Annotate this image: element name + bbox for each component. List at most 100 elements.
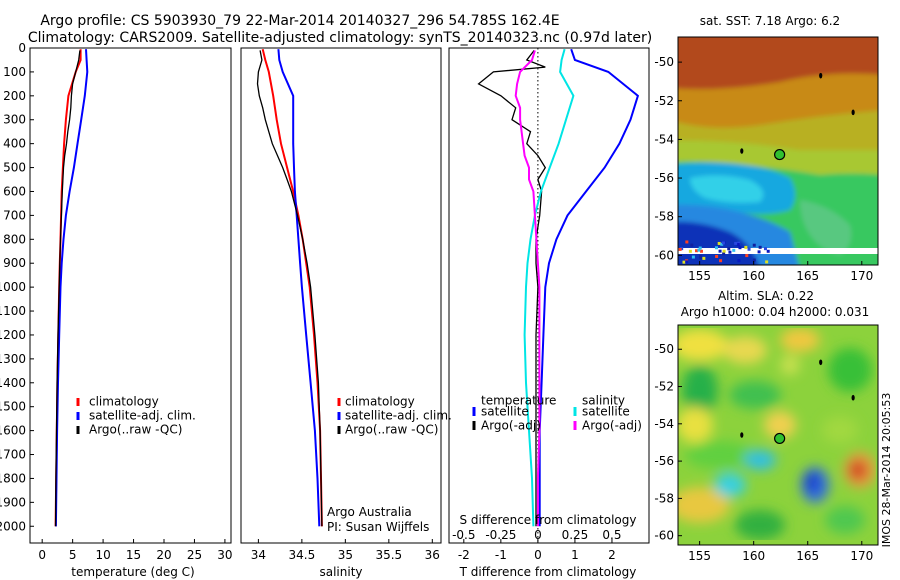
sla-map-frame bbox=[677, 324, 879, 546]
imos-timestamp: IMOS 28-Mar-2014 20:05:53 bbox=[880, 393, 893, 548]
y-tick-label: 1400 bbox=[0, 376, 26, 390]
legend-t-argo-label: Argo(-adj) bbox=[481, 419, 541, 433]
s-difference-label: S difference from climatology bbox=[460, 513, 637, 527]
y-tick-label: 800 bbox=[3, 232, 26, 246]
map-y-tick-label: -56 bbox=[654, 454, 674, 468]
map-x-tick-label: 155 bbox=[688, 269, 711, 283]
y-tick-label: 2000 bbox=[0, 519, 26, 533]
x-tick-label: 0 bbox=[534, 548, 542, 562]
legend-salinity-title: salinity bbox=[582, 394, 625, 408]
map-y-tick-label: -58 bbox=[654, 491, 674, 505]
sst-pixel bbox=[702, 256, 706, 260]
sst-pixel bbox=[685, 240, 689, 244]
sst-map-frame bbox=[677, 36, 879, 266]
legend-climatology-label: climatology bbox=[89, 395, 159, 409]
sst-pixel bbox=[752, 243, 756, 247]
sst-pixel bbox=[736, 242, 740, 246]
sla-blob bbox=[780, 328, 820, 352]
y-tick-label: 1500 bbox=[0, 400, 26, 414]
t-difference-label: T difference from climatology bbox=[459, 565, 637, 579]
y-tick-label: 1000 bbox=[0, 280, 26, 294]
sst-pixel bbox=[690, 243, 694, 247]
sla-blob bbox=[764, 411, 796, 439]
sst-pixel bbox=[699, 254, 703, 258]
sst-pixel bbox=[678, 247, 682, 251]
sla-blob bbox=[805, 472, 819, 492]
map-y-tick-label: -60 bbox=[654, 248, 674, 262]
figure-subtitle: Climatology: CARS2009. Satellite-adjuste… bbox=[28, 30, 652, 46]
sst-pixel bbox=[722, 252, 726, 256]
legend-satellite-label: satellite-adj. clim. bbox=[89, 409, 196, 423]
sst-pixel bbox=[698, 246, 702, 250]
x-tick-label: 1 bbox=[571, 548, 579, 562]
y-tick-label: 1100 bbox=[0, 304, 26, 318]
argo-position-marker bbox=[774, 148, 786, 161]
y-tick-label: 1700 bbox=[0, 448, 26, 462]
difference-legend-temperature: temperature satellite Argo(-adj) bbox=[472, 394, 556, 433]
sst-pixel bbox=[734, 241, 738, 245]
legend-satellite-label: satellite-adj. clim. bbox=[345, 409, 452, 423]
x-tick-label: -2 bbox=[458, 548, 470, 562]
legend-s-argo-label: Argo(-adj) bbox=[582, 419, 642, 433]
map-x-tick-label: 170 bbox=[850, 269, 873, 283]
x-tick-label: 35 bbox=[338, 548, 353, 562]
s-axis-tick-label: -0.5 bbox=[452, 528, 475, 542]
sla-blob bbox=[723, 336, 767, 364]
sla-blob bbox=[780, 355, 800, 375]
sst-pixel bbox=[728, 250, 732, 254]
series-line-satellite-adj-clim bbox=[277, 49, 321, 527]
sst-pixel bbox=[719, 259, 723, 263]
map-y-tick-label: -54 bbox=[654, 417, 674, 431]
x-tick-label: 35.5 bbox=[375, 548, 402, 562]
s-axis-tick-label: 0.25 bbox=[562, 528, 589, 542]
y-tick-label: 1800 bbox=[0, 471, 26, 485]
sla-blob bbox=[714, 473, 746, 497]
pi-label: PI: Susan Wijffels bbox=[327, 520, 429, 534]
map-x-tick-label: 170 bbox=[850, 549, 873, 563]
s-axis-tick-label: 0 bbox=[534, 528, 542, 542]
s-axis-tick-label: 0.5 bbox=[602, 528, 621, 542]
y-tick-label: 1600 bbox=[0, 424, 26, 438]
y-tick-label: 1900 bbox=[0, 495, 26, 509]
sst-pixel bbox=[744, 245, 748, 249]
x-tick-label: 20 bbox=[156, 548, 171, 562]
salinity-legend: climatology satellite-adj. clim. Argo(..… bbox=[337, 395, 452, 437]
temperature-legend: climatology satellite-adj. clim. Argo(..… bbox=[76, 395, 196, 437]
x-tick-label: 2 bbox=[608, 548, 616, 562]
sst-map-title: sat. SST: 7.18 Argo: 6.2 bbox=[700, 14, 840, 28]
sst-pixel bbox=[697, 248, 701, 252]
sst-pixel bbox=[732, 248, 736, 252]
x-tick-label: 15 bbox=[126, 548, 141, 562]
sst-pixel bbox=[727, 247, 731, 251]
map-y-tick-label: -52 bbox=[654, 94, 674, 108]
x-tick-label: 25 bbox=[187, 548, 202, 562]
y-tick-label: 100 bbox=[3, 65, 26, 79]
map-y-tick-label: -54 bbox=[654, 132, 674, 146]
map-x-tick-label: 155 bbox=[688, 549, 711, 563]
series-line-s-argo-adj- bbox=[514, 50, 541, 527]
sst-pixel bbox=[738, 246, 742, 250]
sst-pixel bbox=[699, 256, 703, 260]
sla-blob bbox=[849, 460, 867, 480]
map-x-tick-label: 160 bbox=[742, 269, 765, 283]
series-line-argo-raw-qc bbox=[54, 50, 81, 527]
map-x-tick-label: 165 bbox=[796, 269, 819, 283]
island-marker bbox=[740, 148, 744, 154]
map-x-tick-label: 160 bbox=[742, 549, 765, 563]
y-tick-label: 1300 bbox=[0, 352, 26, 366]
temperature-panel: 0100200300400500600700800900100011001200… bbox=[0, 41, 233, 579]
island-marker bbox=[851, 109, 855, 116]
legend-argo-label: Argo(..raw -QC) bbox=[345, 423, 438, 437]
sla-blob bbox=[744, 450, 776, 470]
sst-pixel bbox=[763, 247, 767, 251]
sla-blob bbox=[685, 441, 755, 469]
temperature-axes-frame bbox=[29, 47, 232, 544]
map-x-tick-label: 165 bbox=[796, 549, 819, 563]
x-tick-label: 34 bbox=[251, 548, 266, 562]
island-marker bbox=[740, 432, 744, 438]
x-tick-label: 5 bbox=[69, 548, 77, 562]
x-tick-label: 36 bbox=[425, 548, 440, 562]
map-y-tick-label: -60 bbox=[654, 529, 674, 543]
sla-blob bbox=[729, 381, 781, 409]
